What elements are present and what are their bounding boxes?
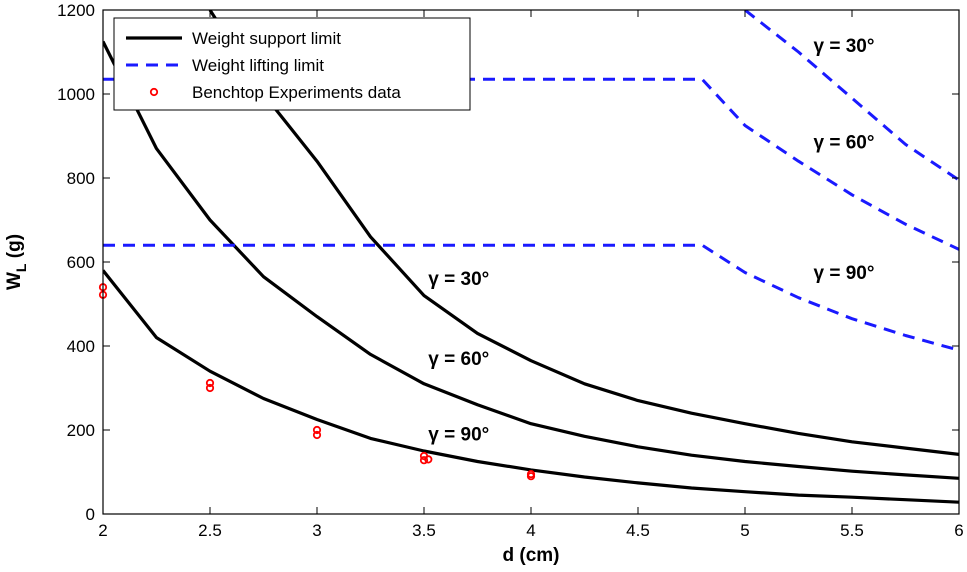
- y-axis-label-unit: (g): [4, 234, 25, 264]
- support-limit-line-30: [208, 10, 959, 456]
- experiment-point: [312, 425, 322, 435]
- legend-label-experiments: Benchtop Experiments data: [192, 83, 401, 102]
- y-axis-label-main: W: [4, 272, 25, 290]
- support-limit-line-90: [103, 269, 959, 504]
- series-layer: [103, 10, 959, 504]
- x-tick-label: 5.5: [840, 521, 864, 540]
- y-tick-label: 400: [67, 337, 95, 356]
- x-tick-label: 6: [954, 521, 963, 540]
- x-axis-label: d (cm): [503, 545, 560, 566]
- y-axis-label: WL (g): [4, 234, 29, 290]
- x-tick-label: 2: [98, 521, 107, 540]
- gamma-annotation: γ = 30°: [428, 269, 489, 290]
- gamma-annotation: γ = 60°: [428, 349, 489, 370]
- x-tick-label: 5: [740, 521, 749, 540]
- x-tick-label: 3.5: [412, 521, 436, 540]
- y-tick-label: 1200: [57, 1, 95, 20]
- x-tick-label: 4.5: [626, 521, 650, 540]
- gamma-annotation: γ = 60°: [814, 133, 875, 154]
- legend: Weight support limit Weight lifting limi…: [113, 17, 471, 111]
- gamma-annotation: γ = 90°: [814, 263, 875, 284]
- annotation-layer: γ = 30° γ = 60° γ = 90° γ = 30° γ = 60° γ = 9…: [428, 36, 874, 446]
- y-tick-label: 800: [67, 169, 95, 188]
- y-tick-label: 1000: [57, 85, 95, 104]
- legend-label-lifting: Weight lifting limit: [192, 56, 324, 75]
- experiment-point: [312, 430, 322, 440]
- lifting-limit-line-90: [103, 243, 959, 352]
- support-limit-line-60: [103, 40, 959, 480]
- y-tick-label: 600: [67, 253, 95, 272]
- gamma-annotation: γ = 30°: [814, 36, 875, 57]
- legend-swatch-experiments: [149, 87, 159, 97]
- x-tick-label: 3: [312, 521, 321, 540]
- lifting-limit-line-30: [744, 10, 959, 182]
- legend-label-support: Weight support limit: [192, 29, 341, 48]
- ticks-layer: 2 2.5 3 3.5 4 4.5 5 5.5 6 0 200 400 600 800 1000 1200: [57, 1, 964, 540]
- y-axis-label-subscript: L: [13, 263, 29, 272]
- lifting-limit-line-60: [103, 77, 959, 251]
- experiment-point: [419, 456, 429, 465]
- y-tick-label: 200: [67, 421, 95, 440]
- y-tick-label: 0: [86, 505, 95, 524]
- gamma-annotation: γ = 90°: [428, 425, 489, 446]
- experiment-point: [424, 455, 433, 464]
- experiment-point: [205, 378, 215, 388]
- experiment-point: [205, 383, 215, 393]
- x-tick-label: 4: [526, 521, 535, 540]
- x-tick-label: 2.5: [198, 521, 222, 540]
- experiment-point: [526, 472, 536, 481]
